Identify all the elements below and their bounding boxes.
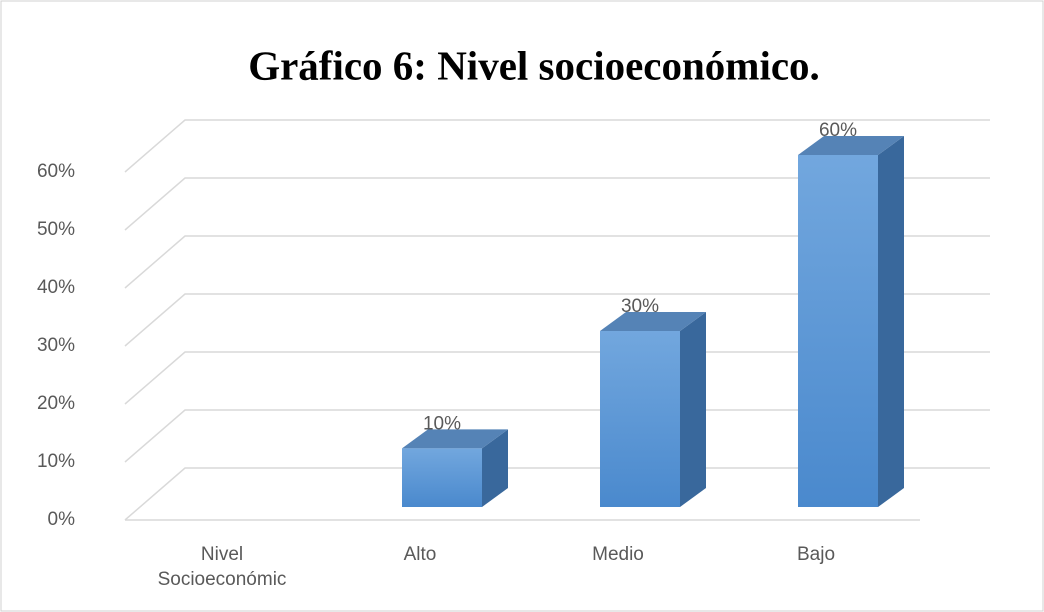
y-tick-label: 20% <box>37 393 75 414</box>
y-tick-label: 0% <box>48 509 76 530</box>
bar-side <box>680 312 706 507</box>
value-label: 10% <box>423 413 461 434</box>
grid-line <box>124 409 990 463</box>
bar-front <box>600 331 680 507</box>
grid-line <box>124 177 990 231</box>
y-tick-label: 10% <box>37 451 75 472</box>
bar <box>600 312 706 507</box>
y-tick-label: 50% <box>37 219 75 240</box>
x-tick-label: Bajo <box>796 544 836 565</box>
x-tick-label: Medio <box>592 544 644 565</box>
bar <box>402 429 508 507</box>
value-label: 60% <box>819 120 857 141</box>
y-tick-label: 40% <box>37 277 75 298</box>
bar-side <box>878 136 904 507</box>
grid-line <box>124 293 990 347</box>
y-tick-label: 60% <box>37 161 75 182</box>
bar-top <box>798 136 904 155</box>
bar-side <box>482 429 508 507</box>
bar-front <box>798 155 878 507</box>
x-tick-label: Alto <box>403 544 437 565</box>
y-tick-label: 30% <box>37 335 75 356</box>
grid-line <box>124 235 990 289</box>
bar-front <box>402 448 482 507</box>
x-tick-label: Nivel Socioeconómic <box>157 544 287 590</box>
grid-line <box>124 119 990 173</box>
value-label: 30% <box>621 296 659 317</box>
chart-title: Gráfico 6: Nivel socioeconómico. <box>248 42 820 88</box>
grid-line <box>124 351 990 405</box>
bar-top <box>402 429 508 449</box>
bar-top <box>600 312 706 331</box>
bar <box>798 136 904 507</box>
grid-line <box>124 467 990 521</box>
